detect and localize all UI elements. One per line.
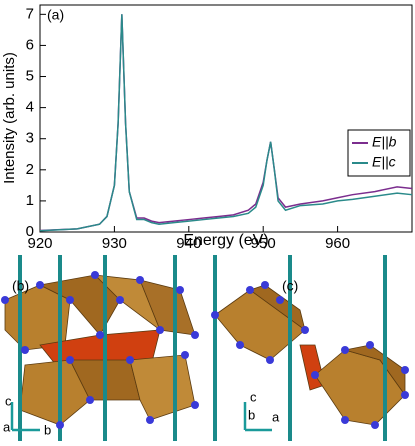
plot-frame	[39, 4, 413, 233]
x-tick-label: 960	[325, 235, 350, 252]
y-tick-label: 4	[26, 99, 34, 116]
structure-c	[211, 255, 409, 441]
x-tick-label: 950	[251, 235, 276, 252]
y-tick-label: 5	[26, 67, 34, 84]
series-line	[39, 14, 413, 232]
panel-label: (a)	[47, 7, 64, 23]
y-tick-label: 3	[26, 130, 34, 147]
y-tick-label: 0	[26, 223, 34, 240]
panel-label: (b)	[12, 278, 29, 294]
axis-letter: a	[3, 419, 11, 434]
structure-b	[1, 255, 199, 441]
axis-letter: c	[5, 393, 12, 408]
y-tick-label: 6	[26, 36, 34, 53]
axis-letter: b	[248, 407, 255, 422]
x-tick-label: 940	[176, 235, 201, 252]
axis-letter: c	[250, 389, 257, 404]
series-line	[39, 14, 413, 232]
x-tick-label: 920	[27, 235, 52, 252]
legend-box	[347, 129, 411, 177]
y-tick-label: 1	[26, 192, 34, 209]
y-tick-label: 7	[26, 5, 34, 22]
axis-letter: b	[44, 422, 51, 437]
legend-label: E||c	[372, 154, 396, 170]
axis-letter: a	[272, 409, 280, 424]
y-tick-label: 2	[26, 161, 34, 178]
x-axis-label: Energy (eV)	[183, 232, 268, 249]
x-tick-label: 930	[102, 235, 127, 252]
y-axis-label: Intensity (arb. units)	[1, 52, 18, 184]
panel-label: (c)	[282, 278, 298, 294]
legend-label: E||b	[372, 134, 397, 150]
